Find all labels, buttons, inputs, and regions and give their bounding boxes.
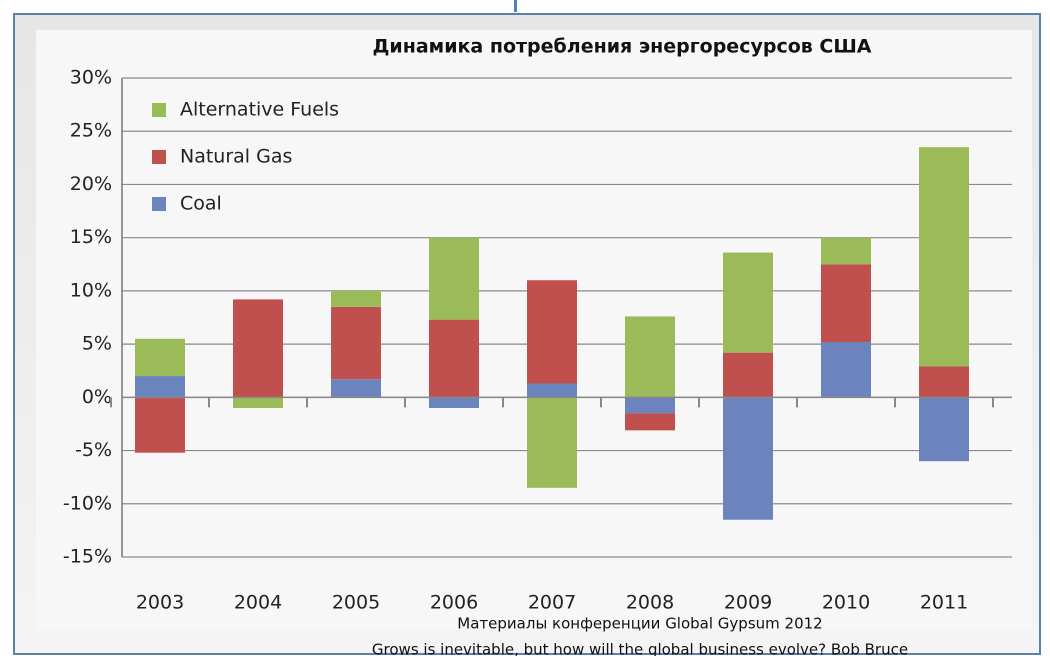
x-tick-label: 2004 (234, 592, 282, 614)
legend-swatch (152, 150, 166, 164)
bar-segment (527, 397, 577, 488)
bar-segment (527, 383, 577, 398)
bar-segment (821, 237, 871, 265)
bar-segment (135, 376, 185, 398)
y-tick-label: -10% (63, 492, 112, 514)
x-tick-label: 2003 (136, 592, 184, 614)
y-tick-label: 25% (70, 120, 112, 142)
bar-segment (331, 379, 381, 398)
y-tick-label: 10% (70, 279, 112, 301)
y-tick-label: -5% (75, 439, 112, 461)
bar-segment (233, 397, 283, 408)
legend-swatch (152, 197, 166, 211)
bar-segment (625, 413, 675, 431)
y-tick-label: 20% (70, 173, 112, 195)
legend-label: Natural Gas (180, 146, 292, 168)
bar-segment (919, 147, 969, 367)
y-tick-label: 5% (82, 333, 112, 355)
bar-segment (233, 299, 283, 398)
legend-label: Coal (180, 193, 222, 215)
bar-segment (429, 397, 479, 408)
x-tick-label: 2007 (528, 592, 576, 614)
bar-segment (723, 397, 773, 520)
source-line: Grows is inevitable, but how will the gl… (372, 641, 908, 657)
x-tick-label: 2010 (822, 592, 870, 614)
bar-segment (429, 319, 479, 398)
bar-segment (331, 306, 381, 380)
bar-segment (919, 397, 969, 462)
bar-segment (723, 352, 773, 398)
bar-segment (135, 338, 185, 377)
y-tick-label: 0% (82, 386, 112, 408)
y-tick-label: 15% (70, 226, 112, 248)
y-tick-label: 30% (70, 67, 112, 89)
bar-segment (331, 290, 381, 307)
x-tick-label: 2006 (430, 592, 478, 614)
decor (514, 0, 517, 12)
bar-segment (919, 366, 969, 398)
chart-title: Динамика потребления энергоресурсов США (372, 36, 871, 58)
x-tick-label: 2005 (332, 592, 380, 614)
bar-segment (625, 316, 675, 398)
bar-segment (429, 237, 479, 320)
x-tick-label: 2009 (724, 592, 772, 614)
y-tick-label: -15% (63, 546, 112, 568)
legend-label: Alternative Fuels (180, 99, 339, 121)
x-tick-label: 2011 (920, 592, 968, 614)
legend-swatch (152, 103, 166, 117)
bar-segment (625, 397, 675, 414)
bar-segment (821, 341, 871, 398)
x-tick-label: 2008 (626, 592, 674, 614)
source-line: Материалы конференции Global Gypsum 2012 (457, 615, 822, 633)
bar-segment (821, 264, 871, 342)
bar-segment (723, 252, 773, 353)
bar-segment (135, 397, 185, 453)
bar-segment (527, 280, 577, 384)
